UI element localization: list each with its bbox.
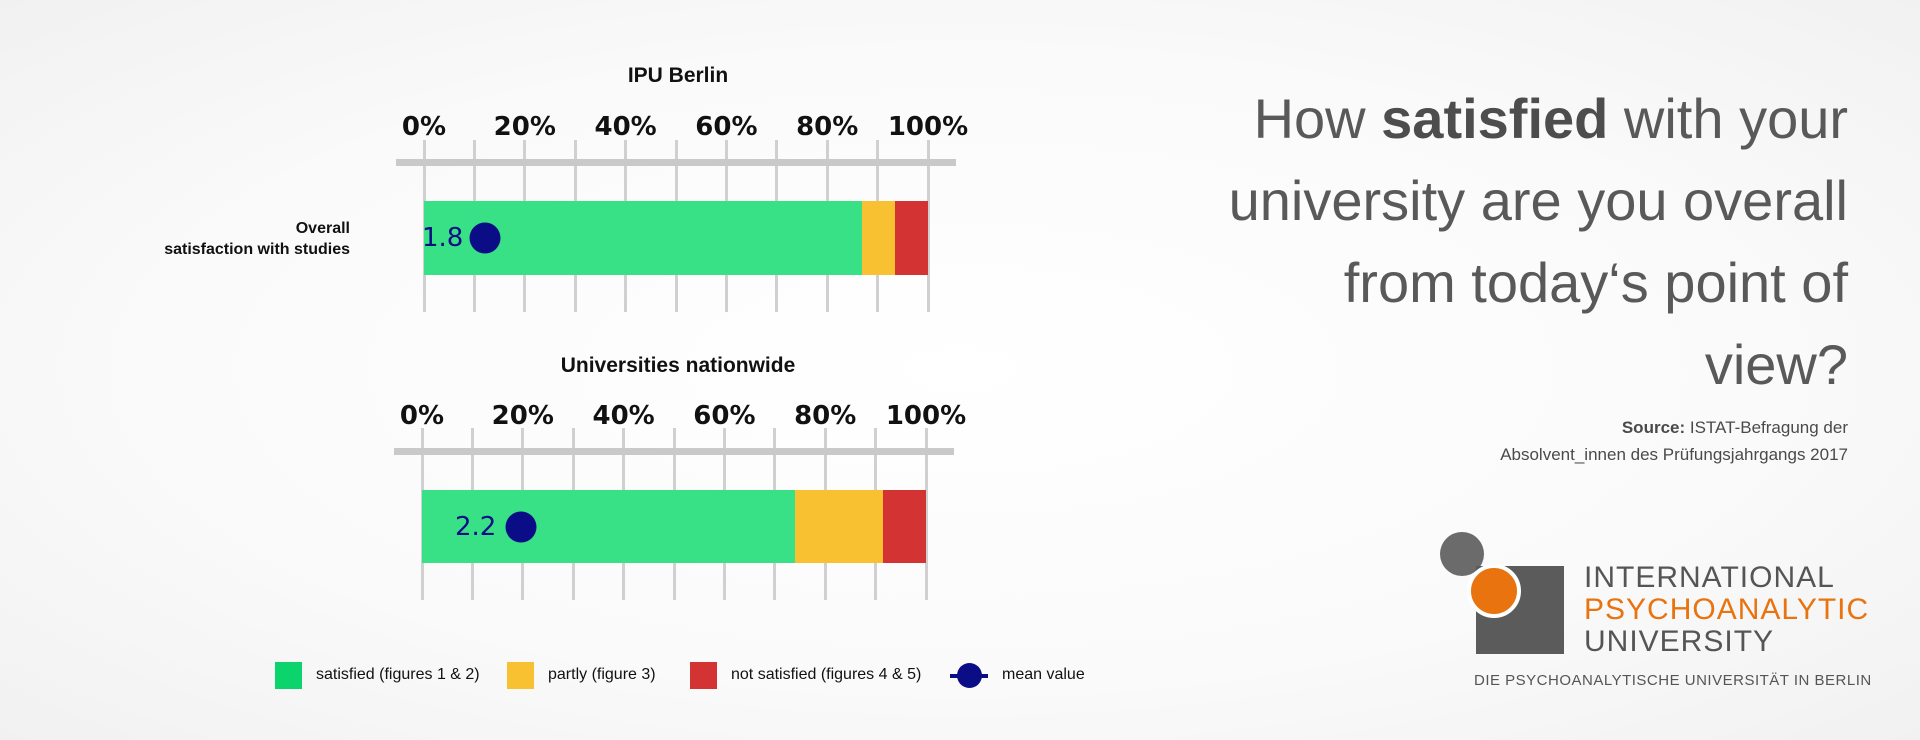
chart-title: IPU Berlin <box>627 64 729 87</box>
bar-segment <box>794 490 884 563</box>
chart-title: Universities nationwide <box>560 354 796 377</box>
tick-label: 20% <box>491 401 554 431</box>
ipu-logo: INTERNATIONAL PSYCHOANALYTIC UNIVERSITY … <box>1438 530 1871 700</box>
legend-item-mean: mean value <box>950 660 1085 690</box>
bar-segment <box>422 490 795 563</box>
source-note: Source: ISTAT-Befragung der Absolvent_in… <box>1348 414 1848 468</box>
mean-marker <box>469 222 501 254</box>
legend-label: mean value <box>1002 666 1085 683</box>
mean-label: 2.2 <box>455 511 497 542</box>
legend-label: not satisfied (figures 4 & 5) <box>731 666 922 683</box>
legend-swatch <box>275 661 302 689</box>
logo-wordmark: INTERNATIONAL PSYCHOANALYTIC UNIVERSITY <box>1584 562 1869 658</box>
question-bold: satisfied <box>1381 87 1609 150</box>
row-label-line: satisfaction with studies <box>164 241 350 258</box>
logo-line-3: UNIVERSITY <box>1584 625 1775 658</box>
question-post: with your university are you overall fro… <box>1228 87 1848 396</box>
mean-marker <box>505 511 537 542</box>
mean-label: 1.8 <box>422 223 464 253</box>
grid-line <box>926 140 930 312</box>
logo-orange-circle <box>1467 564 1521 618</box>
bar-segment <box>895 201 928 275</box>
legend-swatch <box>507 661 534 689</box>
question-heading: How satisfied with your university are y… <box>1228 78 1848 406</box>
legend-item-partly: partly (figure 3) <box>507 660 656 690</box>
tick-label: 0% <box>399 401 445 431</box>
grid-line <box>924 428 928 600</box>
tick-label: 60% <box>693 401 756 431</box>
tick-label: 20% <box>493 112 556 142</box>
tick-label: 60% <box>695 112 758 142</box>
logo-line-2: PSYCHOANALYTIC <box>1584 593 1870 626</box>
axis-line <box>396 159 956 166</box>
question-pre: How <box>1253 87 1382 150</box>
source-text-line2: Absolvent_innen des Prüfungsjahrgangs 20… <box>1500 445 1848 464</box>
tick-label: 0% <box>401 112 447 142</box>
tick-label: 40% <box>592 401 655 431</box>
source-label: Source: <box>1621 418 1686 437</box>
tick-label: 100% <box>887 112 969 142</box>
legend-swatch <box>690 661 717 689</box>
axis-line <box>394 448 954 455</box>
mean-value-icon <box>950 662 988 689</box>
legend-label: partly (figure 3) <box>548 666 656 683</box>
tick-label: 40% <box>594 112 657 142</box>
legend-label: satisfied (figures 1 & 2) <box>316 666 480 683</box>
tick-label: 80% <box>796 112 859 142</box>
tick-label: 80% <box>794 401 857 431</box>
logo-tagline: DIE PSYCHOANALYTISCHE UNIVERSITÄT IN BER… <box>1474 672 1872 689</box>
bar-segment <box>862 201 896 275</box>
tick-label: 100% <box>885 401 967 431</box>
bar-segment <box>883 490 926 563</box>
legend-item-not-satisfied: not satisfied (figures 4 & 5) <box>690 660 921 690</box>
source-text-line1: ISTAT-Befragung der <box>1689 418 1848 437</box>
row-label-line: Overall <box>295 220 350 237</box>
logo-line-1: INTERNATIONAL <box>1584 561 1835 594</box>
row-label: Overall satisfaction with studies <box>150 218 350 260</box>
legend-item-satisfied: satisfied (figures 1 & 2) <box>275 660 480 690</box>
